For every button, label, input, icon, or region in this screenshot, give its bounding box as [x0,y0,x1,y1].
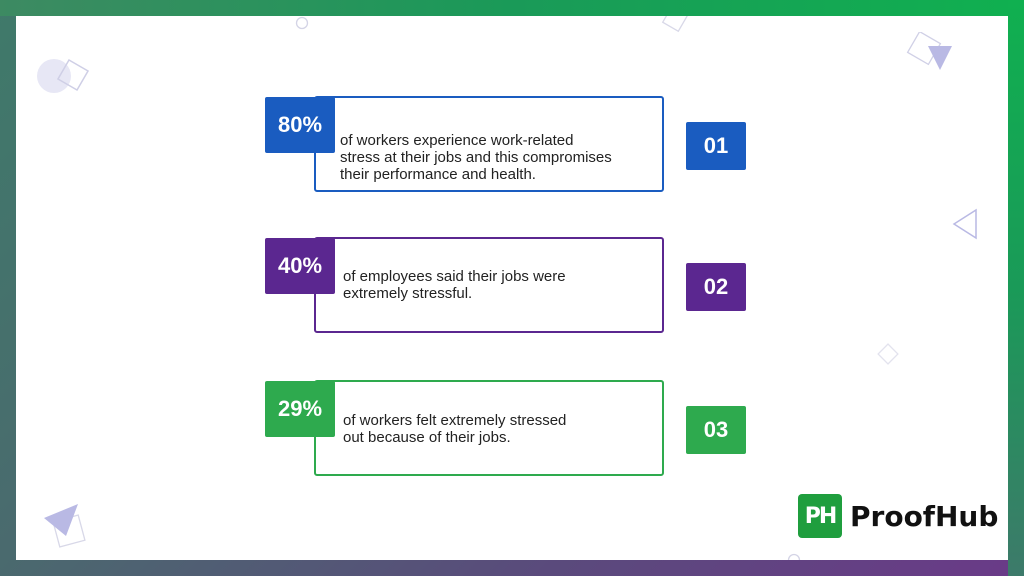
small-circle-icon [295,16,309,30]
proofhub-logo-mark: PH [798,494,842,538]
stat-description-2: of employees said their jobs were extrem… [343,268,663,302]
top-gradient-border [0,0,1024,16]
triangle-diamond-bottom-icon [44,504,86,548]
stat-card-1 [314,96,664,192]
stat-percent-2: 40% [265,238,335,294]
stat-percent-1: 80% [265,97,335,153]
bottom-circle-icon [787,553,801,560]
diamond-outline-icon [661,16,689,33]
stat-number-1: 01 [686,122,746,170]
right-gradient-border [1008,0,1024,576]
stat-description-3: of workers felt extremely stressed out b… [343,412,663,446]
proofhub-logo: PH ProofHub [798,494,998,538]
stat-card-3 [314,380,664,476]
infographic-canvas: 80% of workers experience work-related s… [16,16,1008,560]
small-diamond-icon [877,343,899,365]
stat-card-2 [314,237,664,333]
stat-number-3: 03 [686,406,746,454]
circle-diamond-decoration-icon [37,58,90,93]
stat-percent-3: 29% [265,381,335,437]
proofhub-logo-text: ProofHub [850,499,999,533]
stat-1-line-1: of workers experience work-related [340,132,574,149]
stat-2-line-1: of employees said their jobs were [343,268,566,285]
stat-3-line-1: of workers felt extremely stressed [343,412,567,429]
stat-2-line-2: extremely stressful. [343,285,473,302]
stat-number-2: 02 [686,263,746,311]
triangle-diamond-icon [906,32,952,70]
stat-1-line-2: stress at their jobs and this compromise… [340,149,612,166]
stat-description-1: of workers experience work-related stres… [340,132,660,183]
stat-3-line-2: out because of their jobs. [343,429,511,446]
triangle-outline-icon [952,208,977,240]
stat-1-line-3: their performance and health. [340,166,536,183]
